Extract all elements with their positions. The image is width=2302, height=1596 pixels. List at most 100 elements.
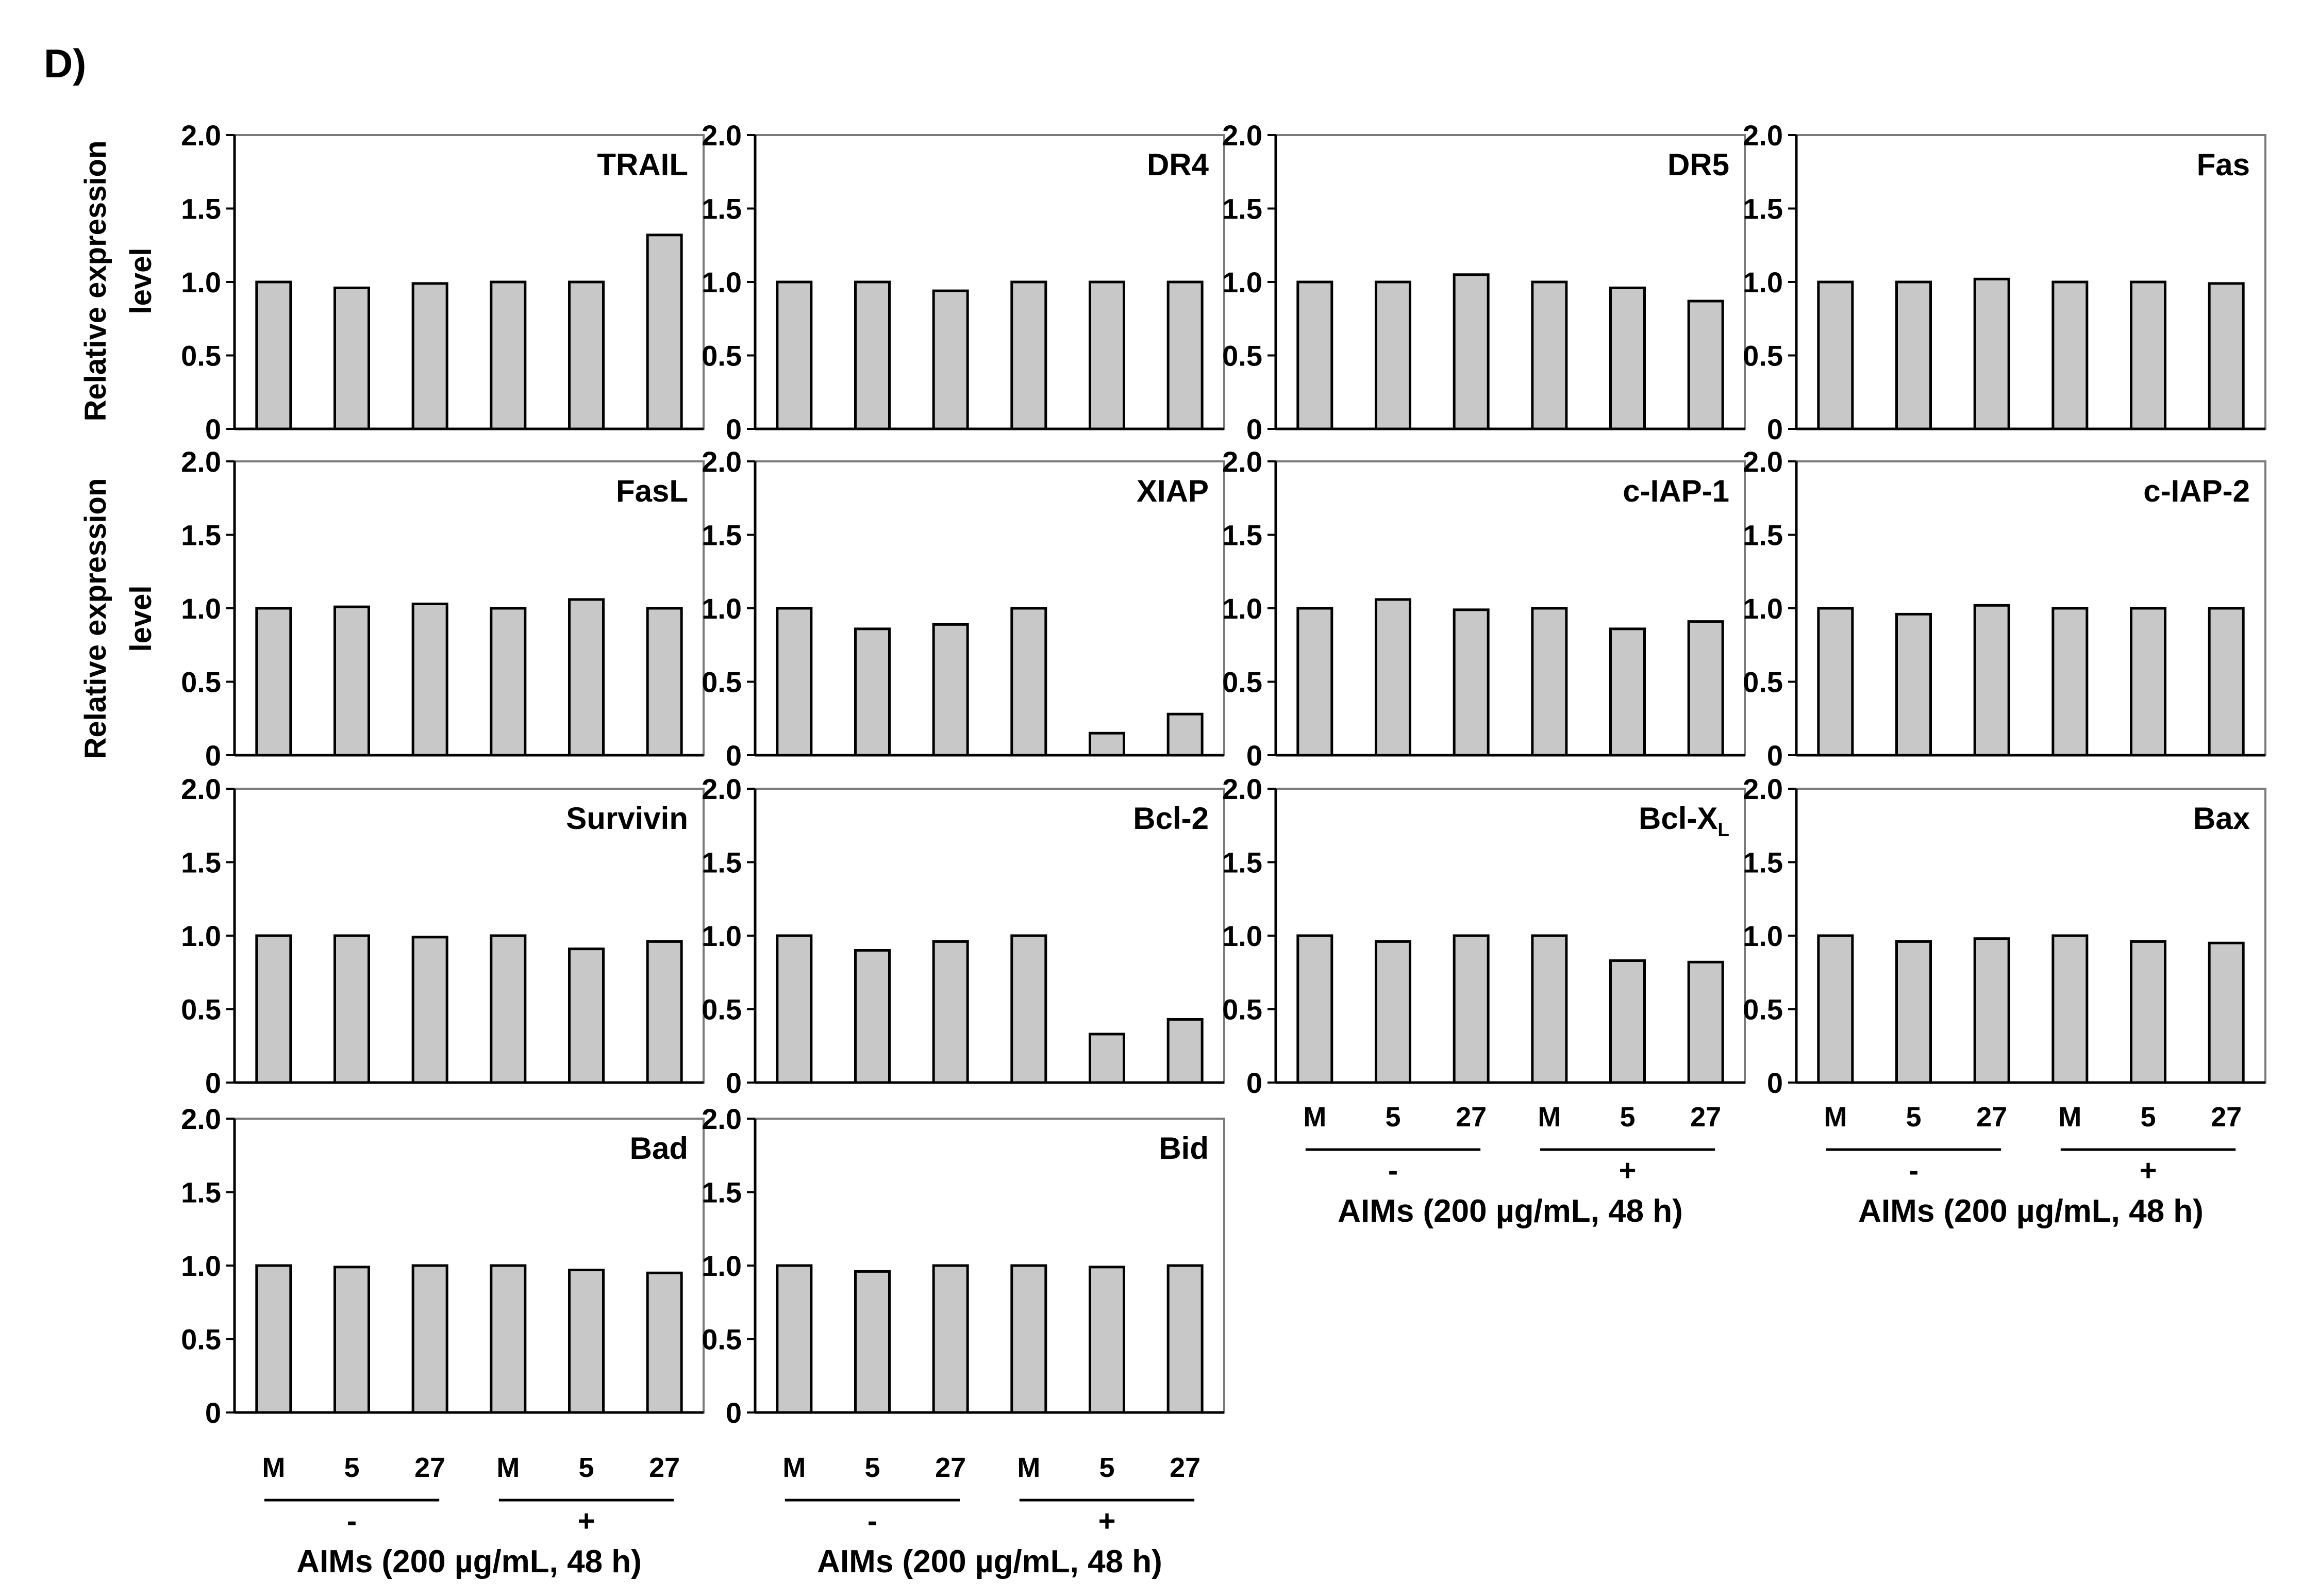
y-tick-label: 1.5 <box>1743 193 1783 225</box>
bar-M-minus <box>1296 934 1333 1084</box>
bar-5-minus <box>1375 940 1411 1084</box>
bar-5-minus <box>1375 598 1411 757</box>
y-tick-label: 0.5 <box>702 993 742 1026</box>
bar-M-minus <box>1817 280 1854 430</box>
chart-title: Bad <box>630 1131 688 1166</box>
y-tick-label: 0 <box>1767 739 1783 772</box>
bar-M-minus <box>776 607 813 757</box>
bar-M-minus <box>1817 934 1854 1084</box>
bar-27-plus <box>1166 1264 1204 1414</box>
bar-5-plus <box>1089 1033 1125 1084</box>
bar-27-minus <box>411 282 448 430</box>
chart-title: Bax <box>2193 801 2250 836</box>
x-category-label: 27 <box>1976 1102 2007 1133</box>
panel-label: D) <box>44 41 86 86</box>
bar-27-plus <box>2208 282 2245 430</box>
y-tick-label: 0.5 <box>1743 340 1783 372</box>
bar-27-minus <box>411 602 448 757</box>
bar-M-plus <box>2051 280 2089 430</box>
x-category-label: M <box>1303 1102 1326 1133</box>
bar-5-minus <box>333 286 370 430</box>
y-tick-label: 1.0 <box>1743 920 1783 952</box>
y-tick-label: 1.5 <box>702 519 742 552</box>
y-tick-label: 2.0 <box>181 773 221 805</box>
bar-M-plus <box>1531 280 1568 430</box>
bar-M-plus <box>490 280 527 430</box>
bar-27-minus <box>932 623 969 757</box>
y-tick-label: 1.5 <box>1743 846 1783 879</box>
chart-title: Bcl-2 <box>1133 801 1209 836</box>
y-tick-label: 1.5 <box>1743 519 1783 552</box>
bar-M-minus <box>255 607 292 757</box>
bar-M-plus <box>1010 607 1047 757</box>
y-tick-label: 0 <box>726 1396 742 1429</box>
y-tick-label: 0 <box>726 413 742 445</box>
chart-title: Survivin <box>566 801 688 836</box>
y-tick-label: 0 <box>205 413 221 445</box>
y-tick-label: 0 <box>1767 413 1783 445</box>
x-category-label: 5 <box>1620 1102 1635 1133</box>
chart-panel-c-iap-1: 0 0.5 1.0 1.5 2.0 c-IAP-1 <box>1222 445 1746 772</box>
bar-5-plus <box>1089 1266 1125 1414</box>
y-axis-title-line-2: level <box>124 248 158 314</box>
y-tick-label: 0.5 <box>181 666 221 699</box>
bar-5-plus <box>2130 940 2166 1084</box>
y-tick-label: 0 <box>205 1396 221 1429</box>
chart-panel-bad: 0 0.5 1.0 1.5 2.0 Bad <box>181 1103 705 1429</box>
bar-27-minus <box>1973 937 2010 1084</box>
x-category-label: 27 <box>2211 1102 2242 1133</box>
x-category-label: M <box>1017 1452 1040 1483</box>
y-tick-label: 2.0 <box>1743 119 1783 152</box>
chart-panel-bcl-x: 0 0.5 1.0 1.5 2.0 Bcl-XL <box>1222 773 1746 1099</box>
x-category-label: 5 <box>1099 1452 1114 1483</box>
y-tick-label: 1.5 <box>1222 193 1262 225</box>
bar-M-plus <box>1010 1264 1047 1414</box>
bar-27-plus <box>646 607 683 757</box>
bar-5-plus <box>1609 959 1646 1084</box>
y-tick-label: 1.0 <box>181 920 221 952</box>
y-tick-label: 1.0 <box>1743 266 1783 298</box>
y-tick-label: 2.0 <box>1743 445 1783 478</box>
treatment-sign: + <box>578 1504 595 1538</box>
bar-M-minus <box>1296 607 1333 757</box>
bar-M-minus <box>255 280 292 430</box>
y-tick-label: 1.0 <box>702 1250 742 1282</box>
y-tick-label: 2.0 <box>181 1103 221 1135</box>
chart-panel-bid: 0 0.5 1.0 1.5 2.0 Bid <box>702 1103 1225 1429</box>
x-axis-annotation: M 5 27 - M 5 27 + AIMs (200 µg/mL, 48 h) <box>262 1452 680 1580</box>
bar-5-plus <box>1089 732 1125 757</box>
bar-5-minus <box>333 605 370 757</box>
treatment-sign: + <box>1619 1154 1637 1187</box>
y-tick-label: 0.5 <box>1743 666 1783 699</box>
bar-M-plus <box>1010 934 1047 1084</box>
y-tick-label: 0 <box>205 739 221 772</box>
y-tick-label: 2.0 <box>1222 445 1262 478</box>
bar-5-plus <box>568 947 605 1084</box>
bar-27-plus <box>1687 960 1724 1084</box>
bar-5-plus <box>1609 286 1646 430</box>
chart-panel-fas: 0 0.5 1.0 1.5 2.0 Fas <box>1743 119 2266 445</box>
x-axis-title: AIMs (200 µg/mL, 48 h) <box>1858 1193 2204 1229</box>
bar-27-minus <box>411 936 448 1084</box>
treatment-sign: - <box>1388 1154 1398 1187</box>
bar-5-minus <box>1895 940 1932 1084</box>
x-category-label: M <box>262 1452 285 1483</box>
x-axis-title: AIMs (200 µg/mL, 48 h) <box>817 1544 1162 1580</box>
x-axis-title: AIMs (200 µg/mL, 48 h) <box>1338 1193 1683 1229</box>
y-tick-label: 1.5 <box>181 1176 221 1209</box>
chart-panels: 0 0.5 1.0 1.5 2.0 TRAIL 0 0.5 1.0 1.5 2.0 DR4 0 0.5 1.… <box>181 119 2266 1429</box>
x-category-label: 27 <box>1456 1102 1487 1133</box>
x-category-label: 27 <box>649 1452 680 1483</box>
bar-27-plus <box>646 234 683 430</box>
treatment-sign: + <box>2140 1154 2157 1187</box>
y-tick-label: 2.0 <box>702 445 742 478</box>
y-tick-label: 0.5 <box>181 993 221 1026</box>
chart-title: DR4 <box>1147 147 1209 182</box>
bar-M-minus <box>255 1264 292 1414</box>
bar-5-plus <box>568 1269 605 1414</box>
y-tick-label: 1.5 <box>1222 519 1262 552</box>
bar-M-minus <box>776 280 813 430</box>
chart-title: Bcl-XL <box>1639 801 1729 840</box>
bar-M-plus <box>490 1264 527 1414</box>
